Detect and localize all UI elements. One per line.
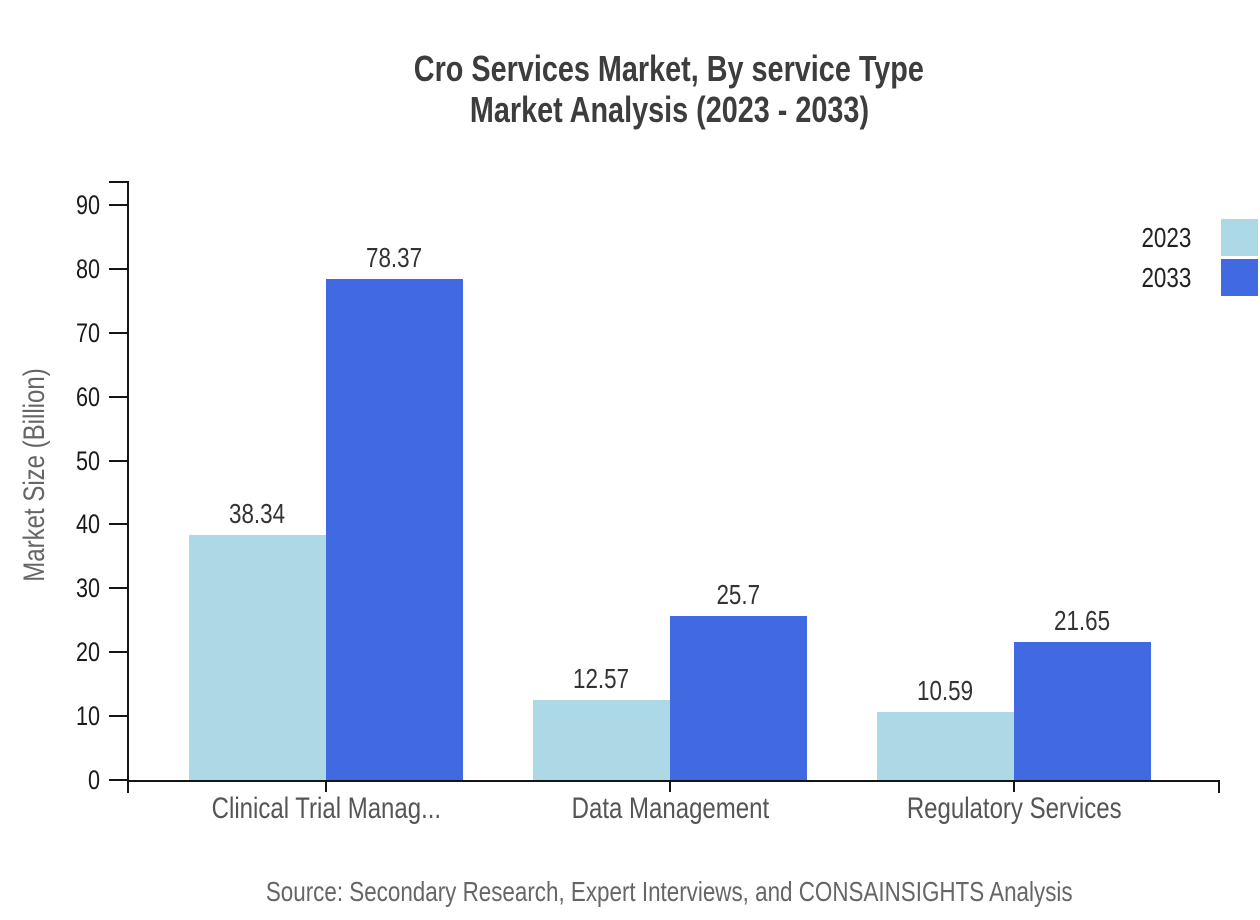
y-axis-tick-label: 20 (75, 637, 100, 667)
category-label: Regulatory Services (906, 792, 1122, 825)
value-label: 12.57 (573, 663, 630, 694)
y-axis-tick (109, 268, 127, 270)
y-axis-tick (109, 396, 127, 398)
chart-title: Cro Services Market, By service Type (78, 48, 1260, 89)
bar-2023 (189, 535, 326, 780)
bar-2033 (326, 279, 463, 780)
x-axis-line (127, 780, 1220, 782)
legend-swatch (1221, 259, 1258, 296)
chart-title-block: Cro Services Market, By service Type Mar… (78, 48, 1260, 130)
y-axis-tick-label: 30 (75, 573, 100, 603)
x-axis-end-tick (1218, 780, 1220, 793)
y-axis-tick-label: 60 (75, 382, 100, 412)
y-axis-tick (109, 523, 127, 525)
legend-label: 2033 (1141, 262, 1191, 293)
bar-2023 (877, 712, 1014, 780)
legend-label: 2023 (1141, 222, 1191, 253)
y-axis-tick (109, 332, 127, 334)
x-axis-tick (1013, 780, 1015, 792)
source-text: Source: Secondary Research, Expert Inter… (265, 876, 1073, 907)
y-axis-tick-label: 0 (87, 765, 100, 795)
value-label: 25.7 (716, 579, 761, 610)
category-label: Data Management (571, 792, 769, 825)
value-label: 38.34 (229, 498, 286, 529)
x-axis-tick (669, 780, 671, 792)
value-label: 10.59 (917, 675, 974, 706)
y-axis-tick-label: 10 (75, 701, 100, 731)
legend-item: 2033 (1129, 259, 1258, 296)
y-axis-line (127, 181, 129, 782)
source-block: Source: Secondary Research, Expert Inter… (78, 876, 1260, 908)
x-axis-left-cap (127, 780, 129, 793)
y-axis-tick (109, 204, 127, 206)
y-axis-tick (109, 587, 127, 589)
x-axis-tick (325, 780, 327, 792)
legend-item: 2023 (1129, 219, 1258, 256)
bar-2033 (1014, 642, 1151, 780)
y-axis-tick-label: 80 (75, 254, 100, 284)
category-label: Clinical Trial Manag... (211, 792, 441, 825)
chart-title-text: Cro Services Market, By service Type (413, 48, 925, 89)
legend: 2023 2033 (1129, 219, 1258, 296)
bar-2033 (670, 616, 807, 780)
y-axis-tick-label: 50 (75, 446, 100, 476)
y-axis-tick-label: 70 (75, 318, 100, 348)
legend-swatch (1221, 219, 1258, 256)
value-label: 78.37 (366, 242, 423, 273)
y-axis-tick (109, 715, 127, 717)
y-axis-tick (109, 460, 127, 462)
y-axis-tick-label: 90 (75, 190, 100, 220)
value-label: 21.65 (1054, 605, 1111, 636)
y-axis-end-tick (109, 181, 127, 183)
y-axis-tick (109, 651, 127, 653)
chart-subtitle: Market Analysis (2023 - 2033) (78, 89, 1260, 130)
bar-2023 (533, 700, 670, 780)
y-axis-tick-label: 40 (75, 509, 100, 539)
y-axis-tick (109, 779, 127, 781)
chart-subtitle-text: Market Analysis (2023 - 2033) (469, 89, 869, 130)
